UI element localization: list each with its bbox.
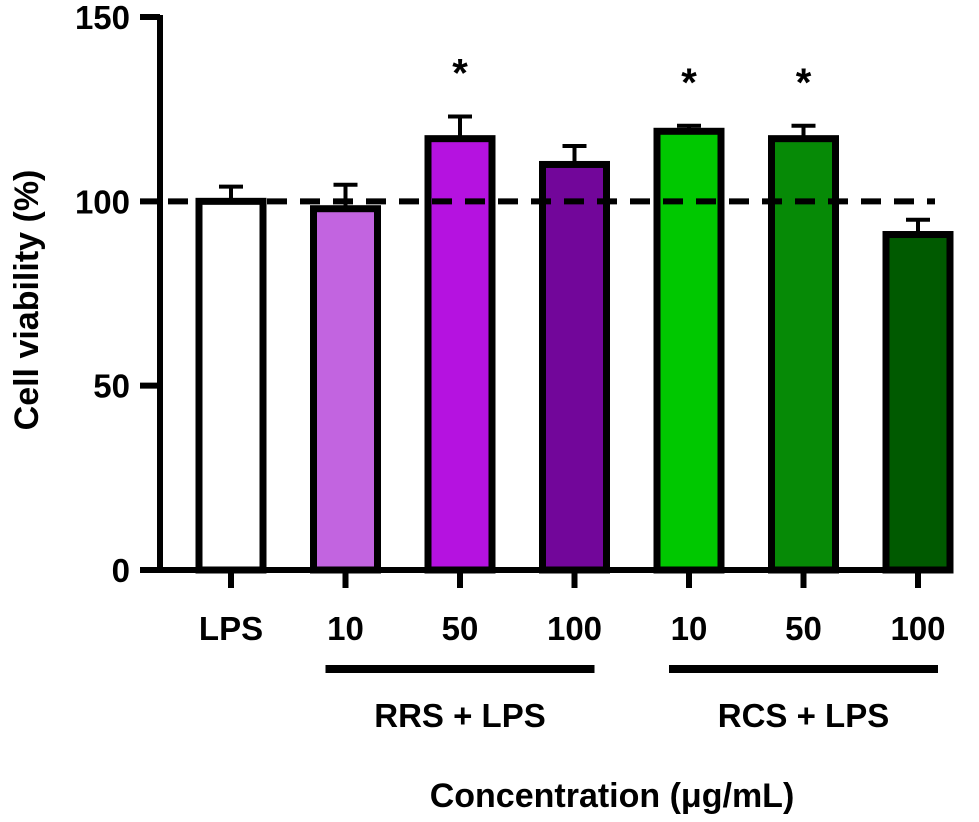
bar: [310, 205, 381, 574]
significance-star: *: [796, 61, 812, 105]
bar: [653, 127, 725, 574]
y-tick-label: 150: [75, 0, 130, 36]
x-tick-label: 10: [327, 610, 364, 647]
bar: [768, 135, 839, 574]
significance-star: *: [452, 52, 468, 96]
x-tick-label: 100: [890, 610, 945, 647]
bar: [882, 231, 954, 574]
x-tick-label: 100: [547, 610, 602, 647]
y-axis-title: Cell viability (%): [8, 170, 46, 431]
bars: [195, 114, 954, 574]
bar: [424, 135, 496, 574]
x-tick-label: 50: [785, 610, 822, 647]
labels: LPS 10 50 * 100 10 * 50 * 100 RRS + LPS RCS + LPS: [199, 52, 946, 734]
x-axis-title: Concentration (μg/mL): [430, 777, 795, 815]
bar: [539, 160, 610, 574]
group-label: RCS + LPS: [718, 697, 889, 734]
group-label: RRS + LPS: [374, 697, 545, 734]
y-tick-label: 100: [75, 183, 130, 220]
y-tick-label: 50: [93, 368, 130, 405]
bar: [195, 197, 267, 574]
significance-star: *: [681, 61, 697, 105]
y-tick-label: 0: [112, 552, 130, 589]
x-tick-label: 50: [442, 610, 479, 647]
x-tick-label: 10: [671, 610, 708, 647]
x-tick-label: LPS: [199, 610, 263, 647]
